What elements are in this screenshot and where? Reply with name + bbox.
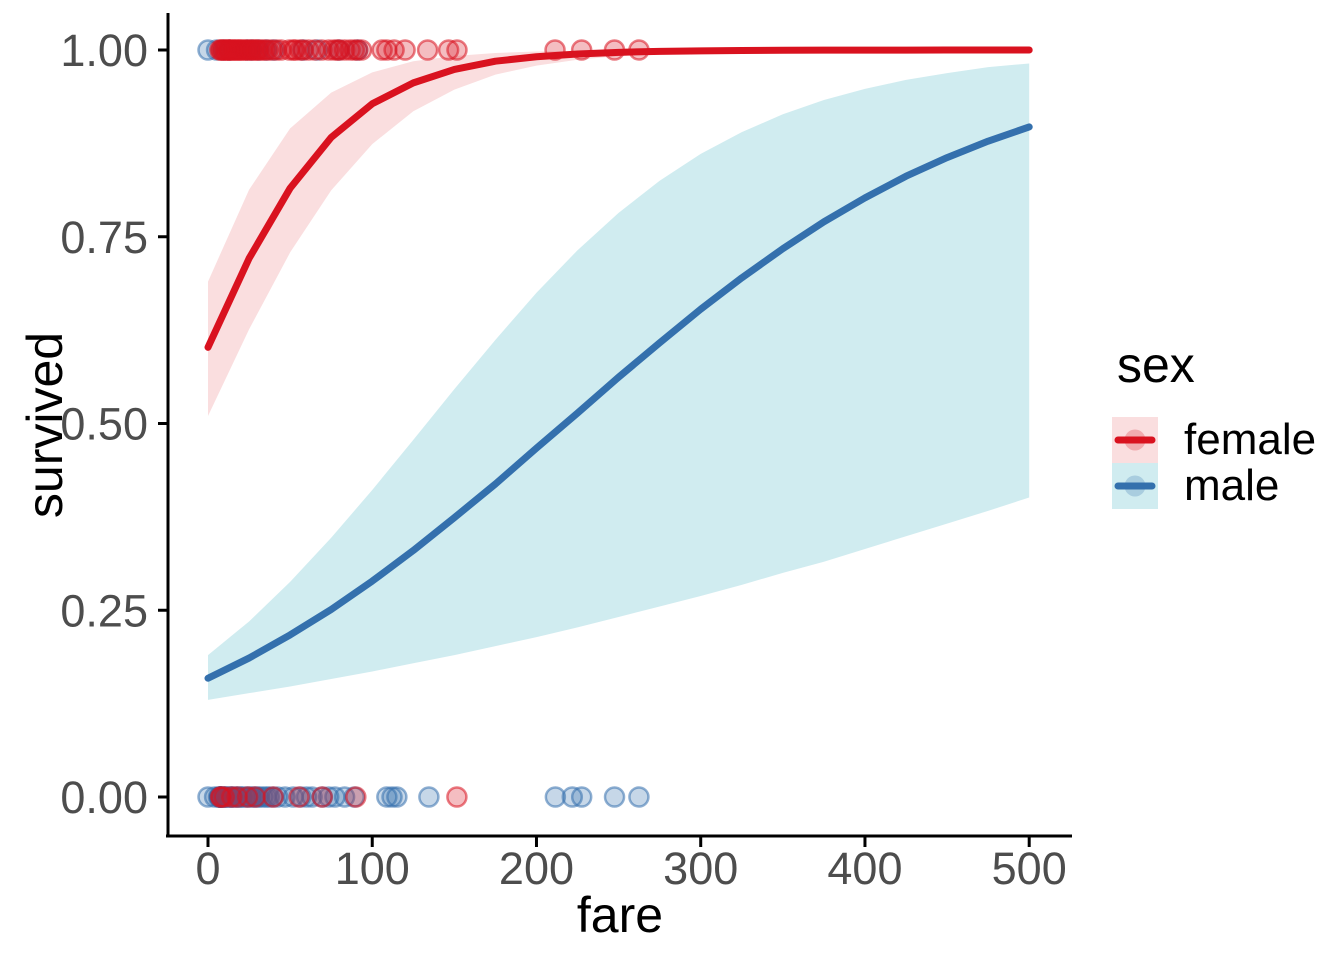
data-point: [236, 786, 259, 808]
data-point: [570, 786, 593, 808]
legend-item-female: female: [1112, 417, 1316, 463]
x-tick-label: 100: [335, 843, 410, 894]
y-tick-label: 1.00: [60, 25, 148, 76]
data-point: [544, 786, 567, 808]
data-point: [418, 786, 440, 808]
points-survived_0-female: [209, 786, 468, 808]
data-point: [446, 786, 468, 808]
data-point: [262, 786, 284, 808]
legend-label-female: female: [1184, 415, 1317, 464]
female-key-glyph-icon: [1114, 429, 1156, 451]
data-point: [350, 39, 373, 61]
data-point: [220, 786, 243, 808]
legend-key-female-swatch-icon: [1112, 417, 1158, 463]
data-point: [446, 39, 468, 61]
y-axis-title: survived: [17, 331, 73, 519]
male-fit-curve: [204, 123, 1033, 682]
x-tick-label: 200: [499, 843, 574, 894]
x-tick-label: 300: [663, 843, 738, 894]
x-tick-label: 0: [195, 843, 220, 894]
data-point: [345, 786, 367, 808]
legend-item-male: male: [1112, 463, 1316, 509]
x-tick-label: 400: [827, 843, 902, 894]
data-point: [317, 786, 340, 808]
y-tick-label: 0.25: [60, 585, 148, 636]
data-point: [244, 786, 266, 808]
female-fit-curve: [204, 46, 1033, 351]
data-point: [311, 786, 333, 808]
y-tick-label: 0.00: [60, 772, 148, 823]
data-point: [383, 39, 405, 61]
data-point: [386, 786, 408, 808]
data-point: [288, 786, 310, 808]
points-survived_1-female: [209, 39, 650, 61]
male-key-glyph-icon: [1114, 475, 1156, 497]
data-point: [603, 786, 626, 808]
data-point: [394, 39, 416, 61]
legend: sex female male: [1112, 340, 1316, 509]
data-point: [416, 39, 439, 61]
legend-label-male: male: [1184, 461, 1280, 510]
y-tick-label: 0.75: [60, 212, 148, 263]
legend-title: sex: [1117, 337, 1195, 393]
data-point: [628, 786, 650, 808]
x-axis-title: fare: [576, 887, 664, 943]
legend-items: female male: [1112, 417, 1316, 509]
legend-key-male-swatch-icon: [1112, 463, 1158, 509]
y-tick-label: 0.50: [60, 399, 148, 450]
tick-marks: 0.00 0.25 0.50 0.75 1.00 0 100 200 300 400 500: [60, 25, 1066, 894]
data-point: [295, 786, 318, 808]
x-tick-label: 500: [992, 843, 1067, 894]
